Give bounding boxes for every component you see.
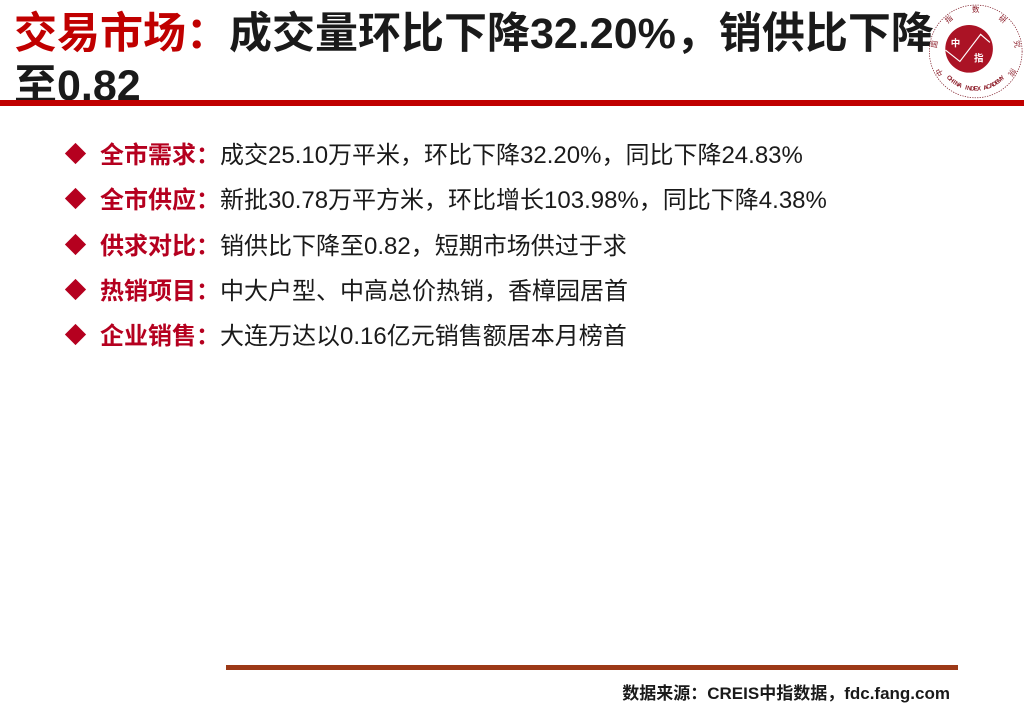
svg-text:指: 指 xyxy=(974,53,984,65)
svg-text:国: 国 xyxy=(929,40,939,49)
svg-text:中: 中 xyxy=(951,37,961,49)
svg-text:数: 数 xyxy=(972,5,980,14)
